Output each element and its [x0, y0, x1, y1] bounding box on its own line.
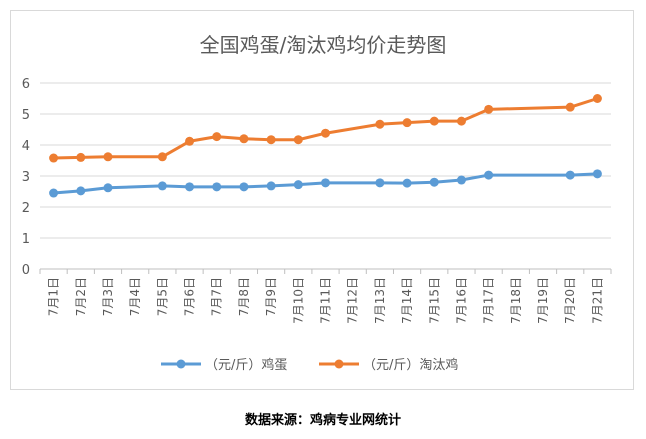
data-point [565, 170, 575, 180]
x-tick-label: 7月1日 [47, 277, 61, 316]
data-point [565, 102, 575, 112]
y-axis-ticks: 0 1 2 3 4 5 6 [22, 77, 30, 278]
legend-label: （元/斤）鸡蛋 [205, 357, 287, 373]
legend-label: （元/斤）淘汰鸡 [363, 357, 458, 373]
data-point [76, 152, 86, 162]
data-point [266, 135, 276, 145]
x-tick-label: 7月13日 [373, 277, 387, 324]
data-point [76, 186, 86, 196]
x-tick-label: 7月16日 [454, 277, 468, 324]
data-point [592, 169, 602, 179]
y-tick-label: 2 [22, 201, 30, 216]
data-point [293, 180, 303, 190]
legend-swatch-marker [334, 359, 344, 369]
x-axis: 7月1日 7月2日 7月3日 7月4日 7月5日 7月6日 7月7日 7月8日 7月9日 7月10… [39, 269, 612, 324]
data-point [185, 182, 195, 192]
x-tick-label: 7月21日 [590, 277, 604, 324]
data-point [239, 134, 249, 144]
data-point [592, 94, 602, 103]
data-point [321, 128, 330, 138]
gridlines [40, 82, 611, 270]
x-tick-label: 7月4日 [128, 277, 142, 316]
x-tick-label: 7月7日 [210, 277, 224, 316]
data-point [402, 118, 412, 128]
series-lines [49, 94, 602, 198]
y-tick-label: 5 [22, 108, 30, 123]
x-tick-label: 7月8日 [237, 277, 251, 316]
x-tick-label: 7月6日 [183, 277, 197, 316]
x-tick-label: 7月19日 [536, 277, 550, 324]
legend-swatch-marker [176, 359, 186, 369]
data-point [429, 177, 439, 187]
data-point [49, 153, 59, 163]
legend: （元/斤）鸡蛋 （元/斤）淘汰鸡 [161, 357, 458, 373]
x-tick-label: 7月15日 [427, 277, 441, 324]
x-tick-label: 7月11日 [319, 277, 333, 324]
data-point [157, 181, 167, 191]
data-point [157, 152, 167, 162]
x-tick-label: 7月18日 [509, 277, 523, 324]
data-point [321, 178, 330, 188]
y-tick-label: 0 [22, 263, 30, 278]
data-point [456, 116, 466, 126]
y-tick-label: 6 [22, 77, 30, 92]
data-point [185, 136, 195, 146]
data-point [375, 178, 385, 188]
x-tick-label: 7月12日 [346, 277, 360, 324]
data-source-note: 数据来源：鸡病专业网统计 [244, 413, 401, 428]
series-line-1 [53, 97, 598, 160]
data-point [212, 182, 222, 192]
x-tick-label: 7月9日 [264, 277, 278, 316]
data-point [375, 119, 385, 129]
data-point [484, 170, 494, 180]
data-point [429, 116, 439, 126]
data-point [212, 132, 222, 142]
data-point [484, 104, 494, 114]
y-tick-label: 1 [22, 232, 30, 247]
data-point [49, 188, 59, 198]
x-tick-label: 7月20日 [563, 277, 577, 324]
chart-title: 全国鸡蛋/淘汰鸡均价走势图 [200, 33, 447, 57]
data-point [402, 178, 412, 188]
data-point [456, 175, 466, 185]
data-point [239, 182, 249, 192]
data-point [266, 181, 276, 191]
x-tick-label: 7月14日 [400, 277, 414, 324]
y-tick-label: 3 [22, 170, 30, 185]
data-point [103, 152, 113, 162]
x-tick-label: 7月2日 [74, 277, 88, 316]
data-point [293, 135, 303, 145]
x-tick-label: 7月17日 [482, 277, 496, 324]
x-tick-label: 7月5日 [155, 277, 169, 316]
y-tick-label: 4 [22, 139, 30, 154]
x-tick-label: 7月10日 [291, 277, 305, 324]
x-tick-label: 7月3日 [101, 277, 115, 316]
data-point [103, 183, 113, 193]
